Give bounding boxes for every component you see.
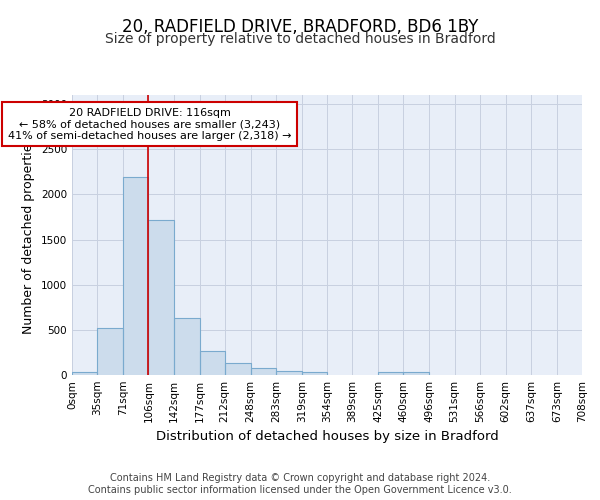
- X-axis label: Distribution of detached houses by size in Bradford: Distribution of detached houses by size …: [155, 430, 499, 444]
- Text: Contains HM Land Registry data © Crown copyright and database right 2024.
Contai: Contains HM Land Registry data © Crown c…: [88, 474, 512, 495]
- Text: Size of property relative to detached houses in Bradford: Size of property relative to detached ho…: [104, 32, 496, 46]
- Text: 20 RADFIELD DRIVE: 116sqm
← 58% of detached houses are smaller (3,243)
41% of se: 20 RADFIELD DRIVE: 116sqm ← 58% of detac…: [8, 108, 292, 141]
- Y-axis label: Number of detached properties: Number of detached properties: [22, 136, 35, 334]
- Text: 20, RADFIELD DRIVE, BRADFORD, BD6 1BY: 20, RADFIELD DRIVE, BRADFORD, BD6 1BY: [122, 18, 478, 36]
